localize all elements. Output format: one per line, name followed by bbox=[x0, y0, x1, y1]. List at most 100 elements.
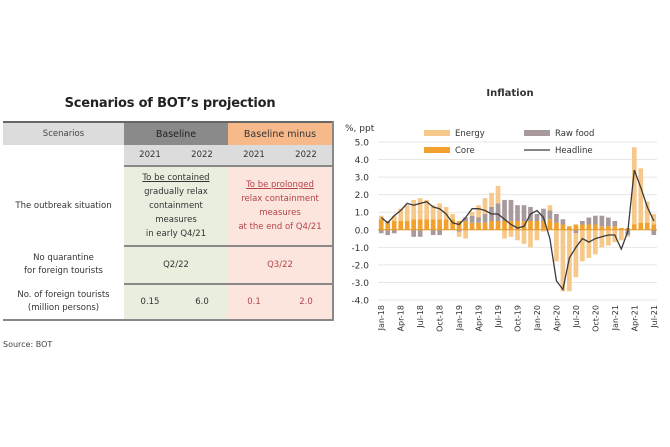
bar-core bbox=[437, 219, 442, 230]
headline-series-line bbox=[380, 169, 655, 292]
x-tick-label: Oct-18 bbox=[436, 305, 445, 332]
tourists-baseline-2021: 0.15 bbox=[124, 283, 176, 321]
bar-raw-food bbox=[476, 217, 481, 223]
bar-energy bbox=[606, 229, 611, 246]
x-tick-label: Jul-20 bbox=[572, 305, 581, 329]
legend-label-headline: Headline bbox=[555, 146, 593, 156]
bar-energy bbox=[404, 205, 410, 221]
bar-core bbox=[612, 226, 618, 230]
bar-energy bbox=[631, 147, 637, 225]
bar-energy bbox=[644, 201, 650, 223]
bar-core bbox=[463, 221, 468, 230]
outbreak-minus-line: relax containment bbox=[241, 194, 319, 204]
bar-raw-food bbox=[469, 215, 475, 223]
bar-raw-food bbox=[586, 217, 592, 225]
bar-energy bbox=[618, 229, 624, 241]
header-baseline: Baseline bbox=[124, 121, 228, 145]
bar-energy bbox=[541, 229, 546, 232]
bar-energy bbox=[450, 213, 455, 220]
legend-label-core: Core bbox=[455, 146, 475, 156]
tourists-baseline-2022: 6.0 bbox=[176, 283, 228, 321]
bar-energy bbox=[573, 233, 579, 278]
bar-core bbox=[586, 224, 592, 230]
outbreak-baseline: To be contained gradually relax containm… bbox=[124, 166, 228, 246]
bar-raw-food bbox=[599, 215, 605, 227]
bar-energy bbox=[430, 205, 436, 220]
bar-core bbox=[482, 222, 488, 230]
legend: Energy Raw food Core Headline bbox=[424, 129, 594, 156]
outbreak-baseline-headline: To be contained bbox=[142, 173, 210, 183]
bar-raw-food bbox=[495, 203, 501, 221]
bar-core bbox=[430, 219, 436, 230]
header-baseline-minus: Baseline minus bbox=[228, 121, 334, 145]
legend-swatch-core bbox=[424, 147, 450, 153]
quarantine-label-line2: for foreign tourists bbox=[24, 266, 103, 276]
bar-core bbox=[469, 222, 475, 230]
bar-raw-food bbox=[417, 229, 423, 237]
bar-raw-food bbox=[463, 217, 468, 221]
bar-energy bbox=[593, 229, 598, 255]
bar-raw-food bbox=[456, 229, 462, 232]
outbreak-baseline-line: gradually relax bbox=[144, 187, 208, 197]
bar-energy bbox=[534, 229, 540, 241]
y-tick-label: -4.0 bbox=[351, 297, 369, 307]
outbreak-minus: To be prolonged relax containment measur… bbox=[228, 166, 334, 246]
bar-core bbox=[508, 221, 514, 230]
bar-core bbox=[651, 224, 657, 230]
outbreak-baseline-line: measures bbox=[155, 215, 197, 225]
bar-raw-food bbox=[508, 199, 514, 221]
bar-raw-food bbox=[573, 229, 579, 234]
year-minus-2022: 2022 bbox=[280, 145, 334, 167]
bar-core bbox=[391, 221, 397, 230]
quarantine-label-line1: No quarantine bbox=[33, 253, 94, 263]
y-axis-label: %, ppt bbox=[345, 124, 375, 134]
bar-energy bbox=[508, 229, 514, 237]
y-tick-label: 4.0 bbox=[355, 156, 370, 166]
bar-raw-food bbox=[541, 208, 546, 221]
bar-energy bbox=[489, 192, 494, 207]
y-tick-label: -2.0 bbox=[351, 261, 369, 271]
bar-core bbox=[424, 219, 429, 230]
bar-raw-food bbox=[612, 221, 618, 227]
bar-raw-food bbox=[554, 213, 559, 223]
row-label-quarantine: No quarantine for foreign tourists bbox=[3, 246, 124, 284]
bar-raw-food bbox=[560, 219, 566, 225]
x-tick-label: Jan-19 bbox=[455, 305, 464, 331]
bar-core bbox=[541, 221, 546, 230]
legend-label-raw-food: Raw food bbox=[555, 129, 594, 139]
bar-energy bbox=[580, 229, 585, 262]
bar-core bbox=[489, 221, 494, 230]
bar-energy bbox=[599, 229, 605, 248]
bar-energy bbox=[424, 199, 429, 220]
bar-core bbox=[456, 221, 462, 230]
bar-core bbox=[567, 226, 572, 230]
bar-core bbox=[378, 219, 384, 230]
bar-energy bbox=[469, 212, 475, 216]
bar-raw-food bbox=[606, 217, 611, 227]
bar-energy bbox=[495, 185, 501, 204]
bar-core bbox=[502, 221, 507, 230]
quarantine-minus: Q3/22 bbox=[228, 245, 334, 284]
bar-core bbox=[547, 219, 553, 230]
tourists-minus-2022: 2.0 bbox=[280, 283, 334, 321]
bar-raw-food bbox=[411, 229, 417, 237]
bar-raw-food bbox=[515, 205, 520, 221]
y-tick-label: -3.0 bbox=[351, 279, 369, 289]
bar-energy bbox=[554, 229, 559, 262]
bar-core bbox=[618, 228, 624, 230]
year-baseline-2021: 2021 bbox=[124, 145, 176, 167]
bar-energy bbox=[391, 215, 397, 221]
outbreak-baseline-line: in early Q4/21 bbox=[145, 229, 207, 239]
bar-energy bbox=[398, 208, 404, 221]
bar-core bbox=[644, 222, 650, 230]
bar-energy bbox=[463, 229, 468, 239]
x-tick-label: Jul-19 bbox=[494, 305, 503, 329]
bar-core bbox=[476, 222, 481, 230]
chart-title: Inflation bbox=[486, 88, 534, 99]
bar-core bbox=[580, 224, 585, 230]
source-note: Source: BOT bbox=[3, 340, 53, 349]
bar-raw-food bbox=[430, 229, 436, 236]
bar-core bbox=[554, 222, 559, 230]
bar-energy bbox=[456, 231, 462, 237]
bar-raw-food bbox=[534, 213, 540, 221]
